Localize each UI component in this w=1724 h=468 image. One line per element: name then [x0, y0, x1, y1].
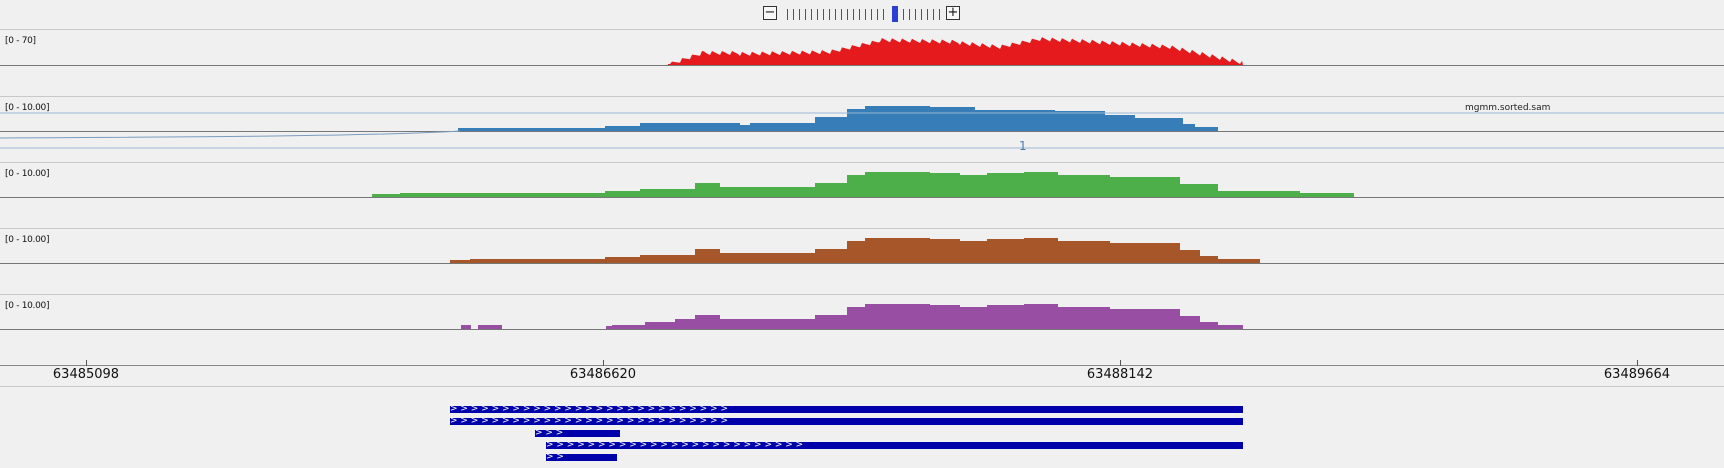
zoom-tick[interactable] — [909, 9, 910, 20]
zoom-tick[interactable] — [787, 9, 788, 20]
separator — [0, 228, 1724, 229]
ruler-label: 63485098 — [52, 367, 120, 382]
zoom-slider-thumb[interactable] — [892, 6, 898, 22]
track-2-coverage — [458, 106, 1218, 131]
zoom-tick[interactable] — [859, 9, 860, 20]
track-4-coverage — [450, 238, 1260, 263]
coverage-area — [606, 304, 1243, 329]
zoom-tick[interactable] — [927, 9, 928, 20]
track-4-baseline — [0, 263, 1724, 264]
zoom-tick[interactable] — [817, 9, 818, 20]
track-2-baseline — [0, 131, 1724, 132]
zoom-in-button[interactable]: + — [946, 5, 960, 20]
separator — [0, 29, 1724, 30]
ruler-tick — [1120, 360, 1121, 366]
track-5-range: [0 - 10.00] — [5, 301, 50, 311]
track-3-coverage — [372, 172, 1354, 197]
zoom-tick[interactable] — [883, 9, 884, 20]
zoom-control: − + — [0, 4, 1724, 28]
separator — [0, 386, 1724, 387]
zoom-tick[interactable] — [841, 9, 842, 20]
track-1-coverage — [668, 37, 1243, 65]
zoom-tick[interactable] — [829, 9, 830, 20]
track-2-name[interactable]: mgmm.sorted.sam — [1465, 103, 1551, 113]
gene-feature[interactable]: > > > > > > > > > > > > > > > > > > > > … — [546, 442, 1243, 449]
zoom-tick[interactable] — [933, 9, 934, 20]
ruler-tick — [603, 360, 604, 366]
gene-feature[interactable]: > > > — [535, 430, 620, 437]
splice-junction-arcs — [0, 112, 1724, 149]
zoom-tick[interactable] — [921, 9, 922, 20]
gene-feature[interactable]: > > > > > > > > > > > > > > > > > > > > … — [450, 406, 1243, 413]
ruler-label: 63486620 — [569, 367, 637, 382]
track-3-range: [0 - 10.00] — [5, 169, 50, 179]
zoom-tick[interactable] — [903, 9, 904, 20]
track-2-range: [0 - 10.00] — [5, 103, 50, 113]
zoom-tick[interactable] — [835, 9, 836, 20]
zoom-tick[interactable] — [853, 9, 854, 20]
coverage-area — [450, 238, 1260, 263]
coverage-area — [668, 37, 1243, 65]
zoom-tick[interactable] — [823, 9, 824, 20]
coverage-area — [461, 325, 471, 329]
ruler-tick — [1637, 360, 1638, 366]
zoom-tick[interactable] — [871, 9, 872, 20]
gene-feature[interactable]: > > — [546, 454, 617, 461]
track-1-baseline — [0, 65, 1724, 66]
zoom-tick[interactable] — [805, 9, 806, 20]
separator — [0, 162, 1724, 163]
ruler-tick — [86, 360, 87, 366]
zoom-tick[interactable] — [877, 9, 878, 20]
zoom-tick[interactable] — [793, 9, 794, 20]
zoom-tick[interactable] — [939, 9, 940, 20]
track-3-baseline — [0, 197, 1724, 198]
track-4-range: [0 - 10.00] — [5, 235, 50, 245]
track-5-baseline — [0, 329, 1724, 330]
coverage-area — [478, 325, 502, 329]
zoom-tick[interactable] — [847, 9, 848, 20]
zoom-tick[interactable] — [915, 9, 916, 20]
zoom-out-button[interactable]: − — [763, 5, 777, 20]
junction-count-label: 1 — [1019, 139, 1027, 153]
coverage-area — [372, 172, 1354, 197]
separator — [0, 294, 1724, 295]
zoom-tick[interactable] — [865, 9, 866, 20]
coverage-area — [458, 106, 1218, 131]
separator — [0, 96, 1724, 97]
zoom-tick[interactable] — [799, 9, 800, 20]
gene-feature[interactable]: > > > > > > > > > > > > > > > > > > > > … — [450, 418, 1243, 425]
ruler-label: 63488142 — [1086, 367, 1154, 382]
track-5-coverage — [461, 304, 1243, 329]
zoom-tick[interactable] — [811, 9, 812, 20]
ruler-label: 63489664 — [1603, 367, 1671, 382]
track-1-range: [0 - 70] — [5, 36, 36, 46]
ruler-line — [0, 365, 1724, 366]
